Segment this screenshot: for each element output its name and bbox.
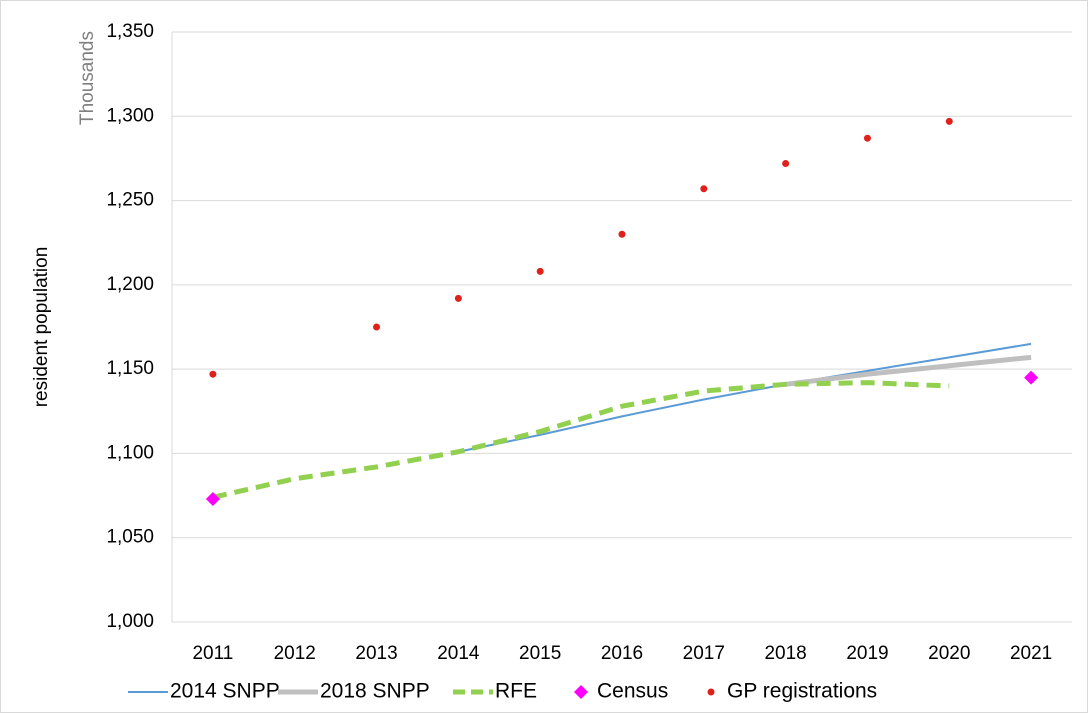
gp-marker — [209, 370, 217, 378]
legend-swatch — [707, 688, 715, 696]
x-tick-label: 2021 — [1010, 643, 1052, 664]
legend-label: GP registrations — [727, 680, 877, 703]
x-tick-label: 2013 — [355, 643, 397, 664]
gp-marker — [618, 230, 626, 238]
census-marker — [1024, 370, 1039, 385]
series-line — [785, 354, 1032, 387]
legend-label: 2014 SNPP — [170, 680, 280, 703]
x-tick-label: 2015 — [519, 643, 561, 664]
y-unit-label: Thousands — [77, 31, 98, 125]
x-tick-label: 2012 — [274, 643, 316, 664]
gp-marker — [700, 185, 708, 193]
x-tick-label: 2020 — [928, 643, 970, 664]
gp-marker — [536, 267, 544, 275]
y-tick-label: 1,000 — [106, 611, 154, 632]
y-tick-label: 1,050 — [106, 527, 154, 548]
x-tick-label: 2018 — [764, 643, 806, 664]
y-tick-label: 1,100 — [106, 442, 154, 463]
y-tick-label: 1,250 — [106, 190, 154, 211]
gp-marker — [454, 294, 462, 302]
gp-marker — [863, 134, 871, 142]
gp-marker — [945, 117, 953, 125]
y-tick-label: 1,350 — [106, 21, 154, 42]
x-tick-label: 2011 — [192, 643, 233, 664]
series-line — [212, 380, 950, 500]
x-tick-label: 2014 — [437, 643, 480, 664]
series-line — [458, 342, 1032, 453]
y-tick-label: 1,300 — [106, 105, 154, 126]
y-tick-label: 1,200 — [106, 274, 154, 295]
x-tick-label: 2019 — [846, 643, 888, 664]
y-axis-label: resident population — [31, 247, 52, 408]
x-tick-label: 2017 — [683, 643, 725, 664]
legend-label: 2018 SNPP — [320, 680, 430, 703]
x-tick-label: 2016 — [601, 643, 643, 664]
legend-label: Census — [597, 680, 668, 703]
y-tick-label: 1,150 — [106, 358, 154, 379]
gp-marker — [373, 323, 381, 331]
legend-swatch — [574, 685, 588, 699]
census-marker — [205, 491, 220, 506]
gp-marker — [782, 159, 790, 167]
legend-label: RFE — [495, 680, 537, 703]
